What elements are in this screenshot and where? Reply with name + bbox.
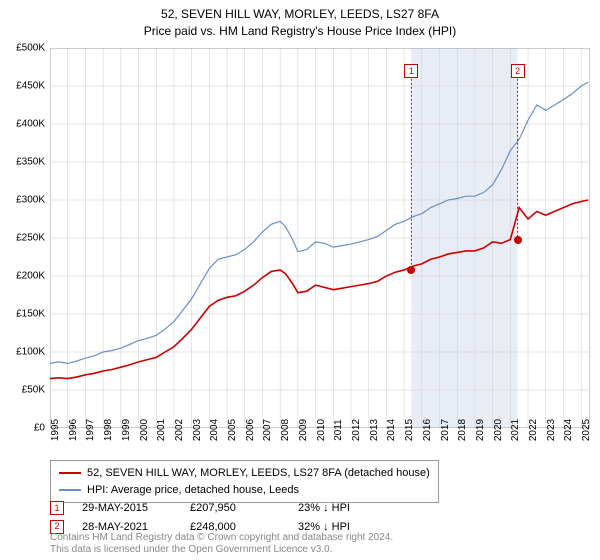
x-tick-label: 2024: [563, 419, 574, 441]
x-tick-label: 2020: [493, 419, 504, 441]
x-tick-label: 2017: [440, 419, 451, 441]
chart-marker-label: 2: [511, 64, 525, 78]
x-tick-label: 2012: [351, 419, 362, 441]
x-tick-label: 1995: [50, 419, 61, 441]
x-tick-label: 2003: [192, 419, 203, 441]
y-tick-label: £250K: [16, 233, 45, 244]
x-tick-label: 2010: [316, 419, 327, 441]
x-tick-label: 2014: [386, 419, 397, 441]
x-tick-label: 1999: [121, 419, 132, 441]
title-line2: Price paid vs. HM Land Registry's House …: [0, 23, 600, 40]
x-tick-label: 2016: [422, 419, 433, 441]
x-tick-label: 2007: [262, 419, 273, 441]
x-tick-label: 2023: [546, 419, 557, 441]
x-tick-label: 2021: [510, 419, 521, 441]
x-tick-label: 2006: [245, 419, 256, 441]
y-tick-label: £350K: [16, 157, 45, 168]
x-tick-label: 2009: [298, 419, 309, 441]
x-tick-label: 2004: [209, 419, 220, 441]
legend-swatch: [59, 472, 81, 474]
x-tick-label: 1996: [68, 419, 79, 441]
y-tick-label: £450K: [16, 81, 45, 92]
x-tick-label: 2005: [227, 419, 238, 441]
y-tick-label: £50K: [22, 385, 45, 396]
marker-index-box: 1: [50, 501, 64, 515]
marker-price: £207,950: [190, 500, 280, 517]
y-tick-label: £200K: [16, 271, 45, 282]
x-tick-label: 2018: [457, 419, 468, 441]
marker-table-row: 1 29-MAY-2015 £207,950 23% ↓ HPI: [50, 500, 388, 517]
marker-date: 29-MAY-2015: [82, 500, 172, 517]
y-tick-label: £300K: [16, 195, 45, 206]
legend-label: HPI: Average price, detached house, Leed…: [87, 482, 299, 499]
legend-row: 52, SEVEN HILL WAY, MORLEY, LEEDS, LS27 …: [59, 465, 430, 482]
y-tick-label: £400K: [16, 119, 45, 130]
x-tick-label: 2011: [333, 419, 344, 441]
chart-area: £0£50K£100K£150K£200K£250K£300K£350K£400…: [50, 48, 590, 428]
legend-swatch: [59, 489, 81, 491]
y-tick-label: £0: [34, 423, 45, 434]
title-line1: 52, SEVEN HILL WAY, MORLEY, LEEDS, LS27 …: [0, 6, 600, 23]
legend-label: 52, SEVEN HILL WAY, MORLEY, LEEDS, LS27 …: [87, 465, 430, 482]
legend: 52, SEVEN HILL WAY, MORLEY, LEEDS, LS27 …: [50, 460, 439, 503]
y-tick-label: £150K: [16, 309, 45, 320]
y-tick-label: £500K: [16, 43, 45, 54]
x-tick-label: 1997: [85, 419, 96, 441]
footer-line1: Contains HM Land Registry data © Crown c…: [50, 532, 393, 544]
x-tick-label: 1998: [103, 419, 114, 441]
chart-marker-dot: [514, 236, 522, 244]
chart-marker-label: 1: [404, 64, 418, 78]
marker-delta: 23% ↓ HPI: [298, 500, 388, 517]
x-tick-label: 2000: [139, 419, 150, 441]
footer-line2: This data is licensed under the Open Gov…: [50, 544, 393, 556]
x-tick-label: 2013: [369, 419, 380, 441]
x-tick-label: 2025: [581, 419, 592, 441]
chart-marker-dot: [407, 266, 415, 274]
y-tick-label: £100K: [16, 347, 45, 358]
x-tick-label: 2008: [280, 419, 291, 441]
legend-row: HPI: Average price, detached house, Leed…: [59, 482, 430, 499]
x-tick-label: 2022: [528, 419, 539, 441]
x-tick-label: 2001: [156, 419, 167, 441]
x-tick-label: 2019: [475, 419, 486, 441]
chart-svg: [50, 48, 590, 428]
x-tick-label: 2002: [174, 419, 185, 441]
chart-title: 52, SEVEN HILL WAY, MORLEY, LEEDS, LS27 …: [0, 0, 600, 40]
footer: Contains HM Land Registry data © Crown c…: [50, 532, 393, 556]
x-tick-label: 2015: [404, 419, 415, 441]
